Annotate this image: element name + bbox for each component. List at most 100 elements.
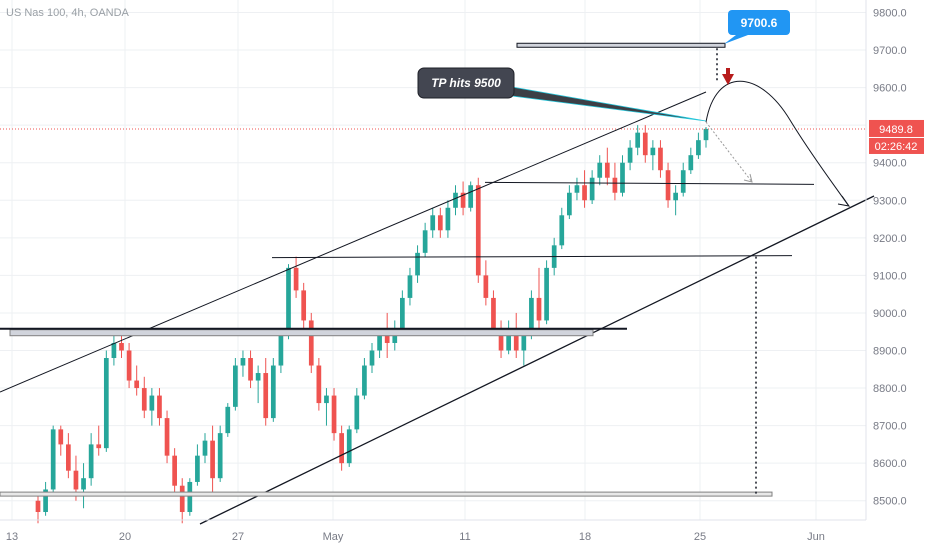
x-tick-label: 27 bbox=[232, 531, 244, 543]
candle-body bbox=[263, 373, 269, 419]
candle-body bbox=[103, 358, 109, 449]
candle-body bbox=[346, 429, 352, 464]
candle-body bbox=[81, 478, 86, 490]
candle-body bbox=[35, 500, 41, 512]
candle-body bbox=[339, 433, 344, 464]
target-label: 9700.6 bbox=[741, 16, 778, 30]
resistance-zone-9700 bbox=[516, 42, 726, 48]
support-zone-8950 bbox=[9, 329, 594, 337]
candle-body bbox=[468, 185, 474, 208]
candle-body bbox=[445, 207, 451, 231]
candle-body bbox=[324, 395, 329, 404]
candle-body bbox=[225, 406, 231, 434]
candle-body bbox=[506, 327, 511, 351]
candle-body bbox=[149, 395, 155, 411]
target-callout-box bbox=[728, 10, 790, 35]
level-line-9150 bbox=[271, 255, 793, 259]
candle-body bbox=[278, 335, 284, 366]
candle-body bbox=[293, 267, 299, 291]
y-tick-label: 8500.0 bbox=[873, 496, 907, 508]
candle-body bbox=[308, 320, 314, 366]
candle-body bbox=[604, 162, 610, 178]
y-tick-label: 8700.0 bbox=[873, 421, 907, 433]
candle-body bbox=[597, 162, 603, 178]
candle-body bbox=[141, 388, 147, 411]
candle-body bbox=[529, 297, 534, 336]
candle-body bbox=[187, 481, 193, 512]
candle-body bbox=[437, 215, 443, 231]
candle-body bbox=[665, 170, 671, 201]
candle-body bbox=[164, 418, 170, 456]
candle-body bbox=[536, 297, 542, 321]
candle-body bbox=[673, 192, 678, 201]
candle-body bbox=[111, 342, 117, 359]
channel-lower-line bbox=[199, 195, 875, 525]
candle-body bbox=[217, 433, 223, 479]
candle-body bbox=[233, 365, 238, 407]
y-tick-label: 8600.0 bbox=[873, 458, 907, 470]
candle-body bbox=[377, 335, 382, 351]
candle-body bbox=[66, 444, 71, 471]
candle-body bbox=[157, 395, 162, 419]
x-tick-label: 25 bbox=[694, 531, 706, 543]
candle-body bbox=[544, 267, 549, 321]
y-tick-label: 8800.0 bbox=[873, 383, 907, 395]
candle-body bbox=[96, 444, 102, 449]
candle-body bbox=[119, 342, 124, 351]
candle-body bbox=[255, 373, 261, 381]
candle-body bbox=[475, 185, 481, 276]
support-zone-8500 bbox=[0, 491, 773, 497]
candle-body bbox=[43, 489, 48, 512]
candle-body bbox=[567, 192, 572, 216]
candle-body bbox=[612, 177, 618, 193]
x-tick-label: 20 bbox=[119, 531, 131, 543]
candle-body bbox=[240, 358, 246, 366]
candle-body bbox=[680, 170, 686, 193]
candle-body bbox=[422, 230, 428, 253]
y-tick-label: 8900.0 bbox=[873, 345, 907, 357]
candle-body bbox=[559, 215, 565, 246]
y-tick-label: 9100.0 bbox=[873, 270, 907, 282]
candle-body bbox=[50, 429, 56, 490]
y-tick-label: 9400.0 bbox=[873, 158, 907, 170]
countdown-badge bbox=[869, 137, 924, 154]
arc-arrowhead bbox=[837, 195, 851, 207]
projection-dotted-arrow bbox=[705, 121, 753, 183]
candle-body bbox=[407, 275, 413, 298]
chart-title: US Nas 100, 4h, OANDA bbox=[6, 7, 130, 19]
x-tick-label: 11 bbox=[459, 531, 470, 543]
candle-body bbox=[369, 350, 375, 366]
y-tick-label: 9200.0 bbox=[873, 233, 907, 245]
candle-body bbox=[483, 275, 489, 298]
candle-body bbox=[620, 162, 625, 193]
annotation-text: TP hits 9500 bbox=[431, 76, 501, 90]
projection-arrowhead bbox=[743, 173, 753, 183]
price-badge-text: 9489.8 bbox=[879, 124, 913, 136]
y-tick-label: 9700.0 bbox=[873, 45, 907, 57]
candle-body bbox=[248, 358, 253, 381]
candle-body bbox=[498, 327, 504, 351]
level-line-9345 bbox=[484, 181, 815, 185]
candle-body bbox=[202, 440, 208, 456]
x-tick-label: 13 bbox=[6, 531, 18, 543]
callout-box bbox=[417, 67, 515, 99]
y-tick-label: 9600.0 bbox=[873, 83, 907, 95]
candle-body bbox=[316, 365, 322, 404]
candle-body bbox=[460, 192, 466, 208]
x-tick-label: 18 bbox=[579, 531, 591, 543]
y-tick-label: 9800.0 bbox=[873, 7, 907, 19]
candle-body bbox=[179, 485, 185, 512]
candle-body bbox=[384, 335, 390, 343]
candle-body bbox=[286, 267, 291, 336]
x-tick-label: May bbox=[323, 531, 344, 543]
candle-body bbox=[513, 327, 519, 351]
candle-body bbox=[430, 215, 436, 231]
candle-body bbox=[270, 365, 276, 419]
candle-body bbox=[58, 429, 64, 445]
candle-body bbox=[635, 132, 641, 148]
candle-body bbox=[210, 440, 215, 479]
y-tick-label: 9000.0 bbox=[873, 308, 907, 320]
candle-body bbox=[362, 365, 367, 396]
candle-body bbox=[574, 185, 580, 193]
